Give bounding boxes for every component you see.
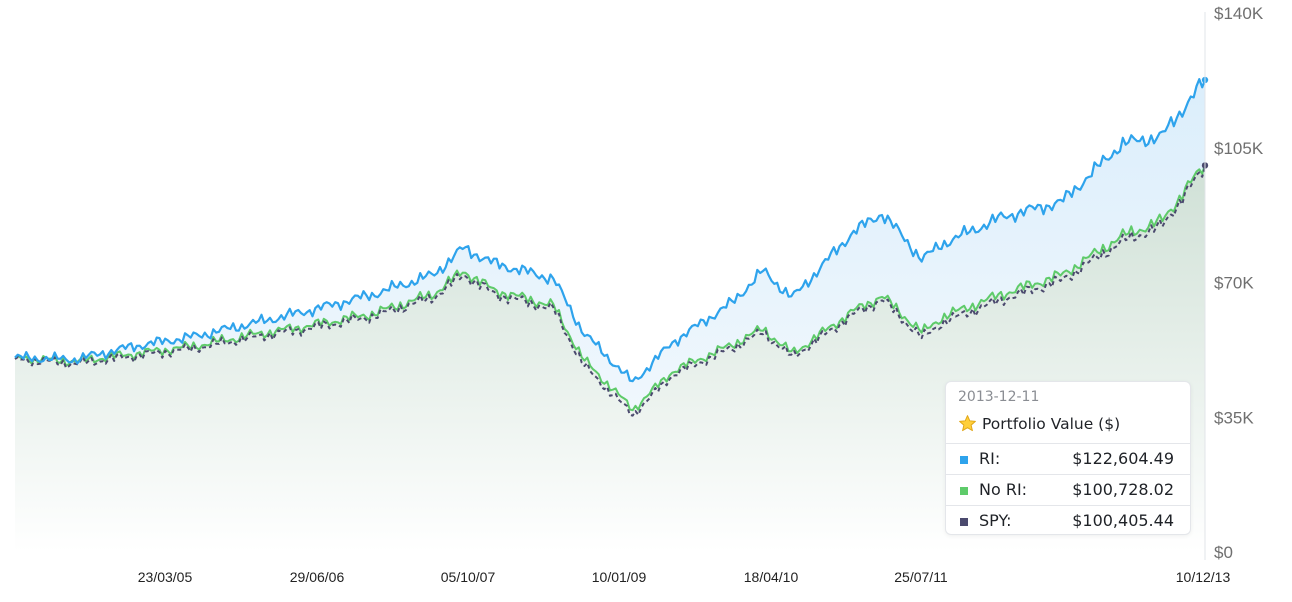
series-line-ri xyxy=(14,78,1207,383)
tooltip-date: 2013-12-11 xyxy=(958,389,1040,405)
x-tick-label: 23/03/05 xyxy=(138,569,193,585)
x-tick-label: 10/01/09 xyxy=(592,569,647,585)
series-line-spy xyxy=(14,166,1206,417)
tooltip-row-ri: RI: $122,604.49 xyxy=(946,443,1190,474)
area-ri-spread xyxy=(15,79,1205,411)
spy-swatch xyxy=(960,518,968,526)
x-tick-label: 29/06/06 xyxy=(290,569,345,585)
tooltip-row-label: RI: xyxy=(979,449,1001,468)
tooltip-title: Portfolio Value ($) xyxy=(982,414,1121,433)
tooltip-row-label: SPY: xyxy=(979,511,1012,530)
tooltip-title-row: Portfolio Value ($) xyxy=(958,414,1120,433)
star-icon xyxy=(959,415,976,432)
y-tick-label: $140K xyxy=(1214,4,1264,23)
x-tick-label: 18/04/10 xyxy=(744,569,799,585)
ri-swatch xyxy=(960,456,968,464)
tooltip-row-label: No RI: xyxy=(979,480,1028,499)
x-tick-label: 05/10/07 xyxy=(441,569,496,585)
hover-tooltip: 2013-12-11 Portfolio Value ($) RI: $122,… xyxy=(945,381,1191,535)
tooltip-row-value: $122,604.49 xyxy=(1072,449,1174,468)
x-tick-label: 25/07/11 xyxy=(894,569,948,585)
y-tick-label: $35K xyxy=(1214,408,1254,427)
y-tick-label: $105K xyxy=(1214,139,1264,158)
tooltip-row-spy: SPY: $100,405.44 xyxy=(946,505,1190,536)
series-line-no-ri xyxy=(14,163,1206,412)
no-ri-swatch xyxy=(960,487,968,495)
y-tick-label: $0 xyxy=(1214,543,1233,562)
area-no-ri xyxy=(15,164,1205,552)
tooltip-row-value: $100,405.44 xyxy=(1072,511,1174,530)
tooltip-row-value: $100,728.02 xyxy=(1072,480,1174,499)
y-tick-label: $70K xyxy=(1214,274,1254,293)
x-tick-label: 10/12/13 xyxy=(1176,569,1231,585)
tooltip-row-no-ri: No RI: $100,728.02 xyxy=(946,474,1190,505)
